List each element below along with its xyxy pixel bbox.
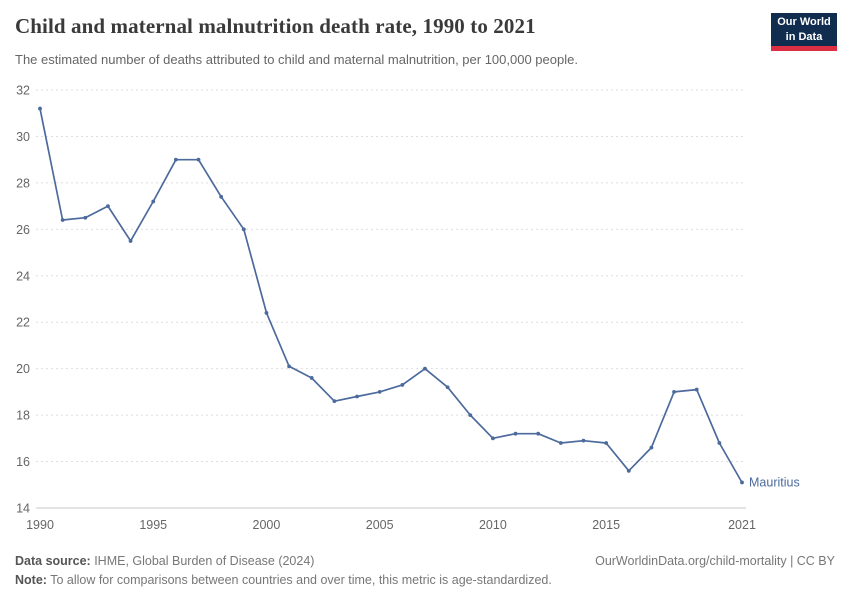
chart-footer: Data source: IHME, Global Burden of Dise… <box>15 549 835 587</box>
data-point <box>128 239 133 243</box>
line-chart-svg: 14 16 18 20 22 24 26 28 30 32 1990 1995 2000 2005 2010… <box>16 84 800 533</box>
x-tick-label: 2000 <box>253 518 281 532</box>
y-tick-label: 14 <box>16 502 30 516</box>
source-label: Data source: <box>15 554 91 568</box>
data-point <box>106 204 110 209</box>
owid-logo-line2: in Data <box>785 30 823 43</box>
data-point <box>377 389 382 394</box>
y-tick-label: 28 <box>16 176 30 190</box>
data-point <box>558 441 563 445</box>
y-tick-label: 24 <box>16 269 30 283</box>
series-end-label: Mauritius <box>749 475 800 489</box>
footer-source-row: Data source: IHME, Global Burden of Dise… <box>15 554 835 568</box>
note-label: Note: <box>15 573 47 587</box>
source-text: Data source: IHME, Global Burden of Dise… <box>15 554 314 568</box>
x-tick-label: 2021 <box>728 518 756 532</box>
data-point <box>173 157 178 162</box>
data-point <box>151 199 156 204</box>
data-point <box>196 157 201 162</box>
data-point <box>491 436 495 441</box>
y-tick-label: 30 <box>16 130 30 144</box>
page-subtitle: The estimated number of deaths attribute… <box>15 52 578 67</box>
x-tick-label: 1995 <box>139 518 167 532</box>
data-point <box>536 431 541 436</box>
footer-note-row: Note: To allow for comparisons between c… <box>15 573 835 587</box>
data-point <box>423 366 427 371</box>
data-point <box>332 399 337 404</box>
y-tick-label: 32 <box>16 84 30 98</box>
source-value: IHME, Global Burden of Disease (2024) <box>90 554 315 568</box>
data-point <box>264 311 269 315</box>
x-tick-label: 2015 <box>592 518 620 532</box>
y-tick-label: 20 <box>16 362 30 376</box>
data-point <box>60 218 65 222</box>
x-tick-label: 2005 <box>366 518 394 532</box>
data-point <box>468 413 473 418</box>
note-text: Note: To allow for comparisons between c… <box>15 573 552 587</box>
data-point <box>626 468 631 473</box>
series-line-mauritius <box>39 107 743 484</box>
x-tick-label: 2010 <box>479 518 507 532</box>
y-tick-label: 22 <box>16 316 30 330</box>
data-point <box>287 364 291 369</box>
x-tick-label: 1990 <box>26 518 54 532</box>
data-point <box>355 394 359 399</box>
page-title: Child and maternal malnutrition death ra… <box>15 14 536 38</box>
data-point <box>694 387 699 392</box>
data-point <box>649 445 654 450</box>
note-value: To allow for comparisons between countri… <box>46 573 552 587</box>
owid-logo-line1: Our World <box>777 16 831 29</box>
data-point <box>83 215 88 220</box>
data-point <box>672 389 676 394</box>
data-point <box>445 385 450 390</box>
y-tick-label: 26 <box>16 223 30 237</box>
data-point <box>581 438 586 443</box>
data-point <box>740 480 744 485</box>
data-point <box>241 227 246 232</box>
data-point <box>38 106 42 111</box>
data-point <box>400 383 405 387</box>
data-point <box>717 441 722 445</box>
data-point <box>513 431 518 436</box>
data-point <box>219 194 224 199</box>
data-point <box>309 376 314 380</box>
data-point <box>604 441 609 445</box>
chart-area: 14 16 18 20 22 24 26 28 30 32 1990 1995 2000 2005 2010… <box>0 78 850 538</box>
owid-logo: Our World in Data <box>771 13 837 51</box>
y-tick-label: 16 <box>16 455 30 469</box>
y-tick-label: 18 <box>16 409 30 423</box>
owid-url-link[interactable]: OurWorldinData.org/child-mortality | CC … <box>595 554 835 568</box>
